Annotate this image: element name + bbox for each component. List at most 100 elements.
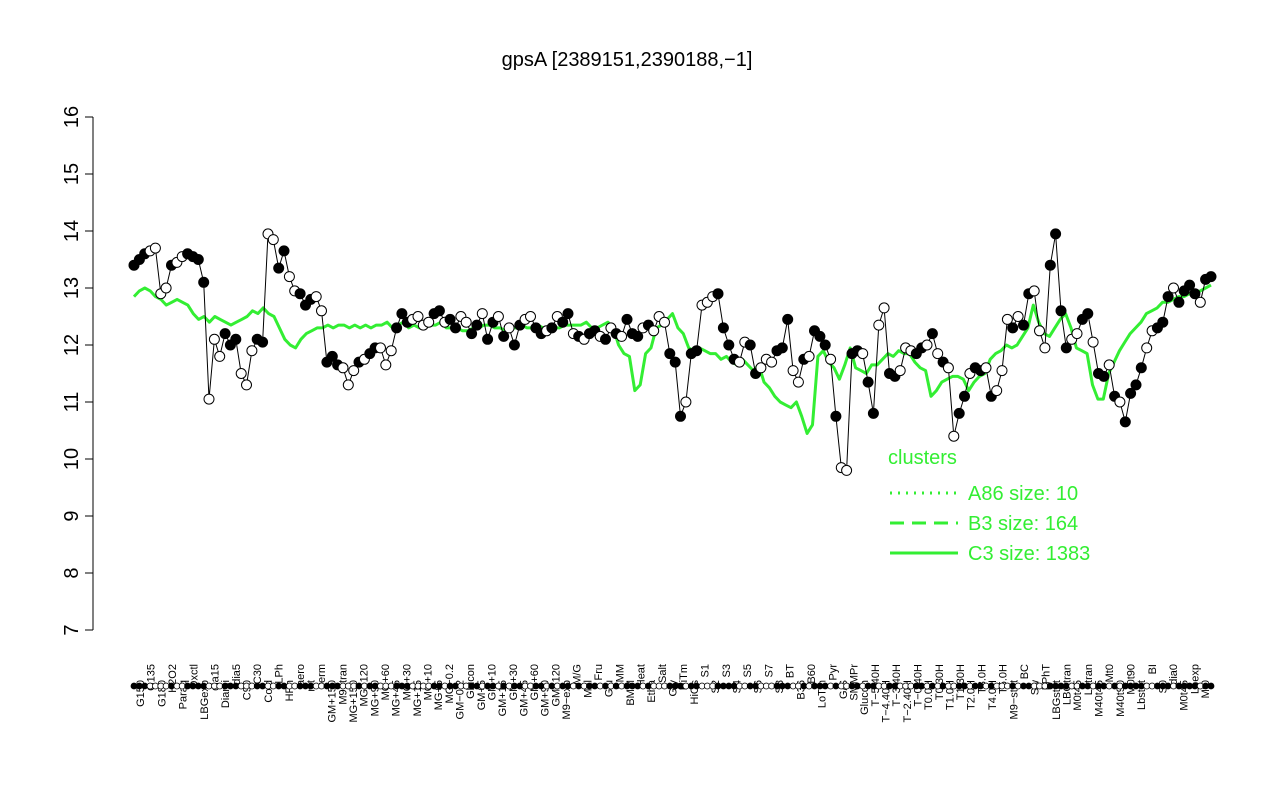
y-tick-label: 15 — [61, 163, 83, 185]
data-point — [766, 356, 778, 368]
data-point — [219, 328, 231, 340]
data-point — [1001, 313, 1013, 325]
data-point — [744, 339, 756, 351]
x-tick-label: MG+60 — [380, 664, 392, 700]
data-point — [680, 396, 692, 408]
data-point — [214, 350, 226, 362]
data-point — [235, 368, 247, 379]
data-point — [894, 365, 906, 377]
data-point — [803, 350, 815, 362]
data-point — [450, 322, 461, 334]
data-point — [664, 348, 676, 360]
data-point — [316, 305, 327, 317]
data-point — [433, 305, 445, 317]
data-point — [792, 376, 804, 388]
data-point — [1055, 305, 1067, 317]
x-tick-label: S7 — [763, 664, 775, 677]
x-tick-label: C30 — [252, 664, 264, 684]
data-point — [562, 308, 574, 320]
data-point — [691, 345, 703, 357]
x-tick-label: GM+60 — [529, 664, 541, 700]
data-point — [492, 311, 504, 322]
data-point — [980, 362, 992, 374]
data-point — [616, 330, 628, 342]
x-tick-label: T−2.40H — [902, 680, 914, 723]
data-point — [1135, 362, 1147, 374]
x-tick-label: M9−exp — [561, 680, 573, 719]
data-point — [294, 288, 306, 300]
x-tick-label: M40t45 — [1094, 680, 1106, 717]
data-point — [1007, 322, 1019, 334]
data-point — [546, 322, 558, 334]
data-point — [1173, 296, 1185, 308]
x-tick-label: MG+150 — [348, 680, 360, 723]
x-tick-label: SMMPr — [849, 664, 861, 701]
data-point — [278, 245, 290, 257]
data-point — [942, 362, 954, 374]
data-point — [1103, 359, 1115, 371]
y-tick-label: 14 — [61, 220, 83, 242]
data-point — [246, 345, 258, 357]
data-point — [814, 330, 826, 342]
data-point — [310, 291, 322, 303]
y-tick-label: 11 — [61, 392, 83, 413]
data-point — [241, 379, 252, 391]
data-point — [878, 302, 890, 314]
data-point — [198, 276, 210, 288]
x-tick-label: LBGexp — [199, 680, 211, 720]
data-point — [1205, 271, 1217, 283]
data-point — [385, 345, 397, 357]
x-tick-label: dia0 — [1168, 664, 1180, 685]
data-point — [782, 313, 794, 325]
x-marker — [1207, 682, 1215, 690]
data-point — [1114, 396, 1126, 408]
data-point — [423, 316, 435, 328]
data-point — [498, 330, 510, 342]
data-point — [503, 322, 515, 334]
x-tick-label: Glucon — [465, 664, 477, 699]
data-point — [149, 242, 161, 254]
data-point — [926, 328, 938, 340]
x-tick-label: T0.30H — [934, 664, 946, 700]
data-point — [375, 342, 386, 354]
x-tick-label: Mt0 — [1104, 664, 1116, 682]
data-point — [342, 379, 354, 391]
data-point — [996, 365, 1008, 377]
x-tick-label: MG+15 — [412, 680, 424, 716]
data-point — [755, 362, 767, 374]
data-point — [1018, 319, 1029, 331]
x-tick-label: Salt — [657, 664, 669, 683]
data-point — [391, 322, 403, 334]
x-tick-label: BT — [785, 664, 797, 678]
y-tick-label: 12 — [61, 334, 83, 356]
data-point — [1168, 282, 1179, 294]
data-point — [841, 464, 853, 476]
legend-label: B3 size: 164 — [968, 513, 1078, 535]
legend: clusters A86 size: 10 B3 size: 164 C3 size:… — [888, 447, 1090, 565]
data-point — [273, 262, 285, 274]
y-axis: 7 8 9 10 11 12 13 14 15 16 — [61, 106, 94, 636]
series-line-c3 — [132, 283, 1212, 435]
data-point — [460, 316, 472, 328]
x-tick-label: GM+90 — [540, 680, 552, 716]
data-point — [776, 342, 788, 354]
x-tick-label: MG+45 — [391, 680, 403, 716]
data-point — [857, 348, 869, 360]
data-point — [712, 288, 724, 300]
data-point — [348, 365, 360, 377]
data-point — [991, 385, 1003, 397]
x-tick-label: GM+30 — [508, 664, 520, 700]
data-point — [337, 362, 349, 374]
data-point — [1071, 328, 1083, 340]
x-tick-label: M40t90 — [1115, 680, 1127, 717]
x-tick-label: S1 — [699, 664, 711, 677]
data-point — [669, 356, 681, 368]
x-tick-label: Pyr — [827, 664, 839, 681]
x-tick-label: LBGstat — [1051, 680, 1063, 720]
x-tick-label: B60 — [806, 664, 818, 684]
data-point — [471, 319, 483, 331]
data-point — [1050, 228, 1062, 240]
data-point — [208, 333, 220, 345]
x-tick-label: BI — [1147, 664, 1159, 674]
